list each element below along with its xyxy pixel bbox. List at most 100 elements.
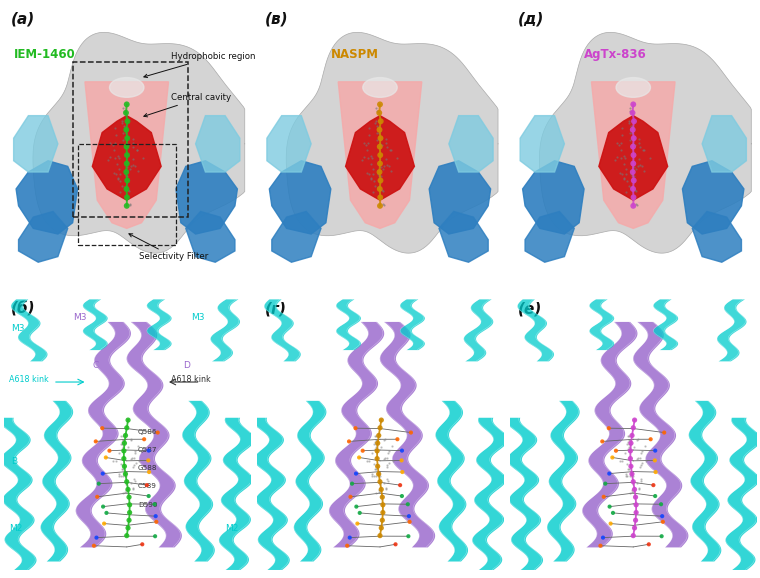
Point (374, 193, 386, 202)
Point (341, 541, 353, 550)
Polygon shape (16, 161, 78, 234)
Polygon shape (185, 212, 235, 262)
Point (603, 502, 616, 511)
Point (365, 174, 377, 183)
Point (124, 201, 136, 210)
Text: C589: C589 (138, 484, 157, 490)
Point (123, 516, 135, 525)
Point (372, 169, 385, 179)
Point (369, 431, 381, 440)
Point (380, 139, 392, 148)
Point (116, 440, 128, 449)
Point (350, 424, 362, 433)
Polygon shape (338, 82, 422, 228)
Point (621, 440, 633, 449)
Point (622, 444, 634, 453)
Point (122, 117, 134, 126)
Point (603, 424, 615, 433)
Point (381, 160, 393, 169)
Point (372, 183, 384, 192)
Point (344, 492, 356, 502)
Point (372, 431, 385, 440)
Point (632, 161, 644, 171)
Point (115, 440, 127, 449)
Point (621, 177, 633, 186)
Point (98, 519, 110, 528)
Point (622, 431, 634, 440)
Point (384, 145, 396, 154)
Point (405, 428, 417, 437)
Point (119, 469, 131, 479)
Point (132, 442, 144, 451)
Point (121, 100, 133, 109)
Point (351, 519, 363, 528)
Point (366, 153, 378, 162)
Point (116, 432, 128, 441)
Point (121, 139, 133, 149)
Point (119, 108, 131, 117)
Point (103, 446, 116, 455)
Point (127, 154, 139, 164)
Point (124, 164, 136, 173)
Point (370, 103, 382, 113)
Polygon shape (591, 82, 675, 228)
Point (97, 424, 109, 433)
Point (619, 449, 631, 458)
Point (633, 483, 645, 492)
Point (119, 169, 131, 179)
Point (363, 130, 375, 139)
Point (627, 100, 639, 109)
Point (656, 532, 668, 541)
Point (620, 187, 632, 197)
Point (369, 437, 381, 446)
Ellipse shape (616, 77, 651, 97)
Point (375, 186, 388, 195)
Point (373, 165, 385, 175)
Point (391, 435, 404, 444)
Point (119, 488, 131, 497)
Point (124, 500, 136, 509)
Point (365, 159, 377, 168)
Point (346, 479, 358, 488)
Point (395, 456, 407, 465)
Point (628, 150, 640, 160)
Point (372, 488, 385, 497)
Point (644, 154, 656, 163)
Point (629, 516, 641, 525)
Point (372, 469, 385, 479)
Point (116, 119, 128, 128)
Polygon shape (267, 116, 311, 172)
Point (615, 138, 627, 147)
Point (127, 462, 139, 471)
Point (118, 446, 130, 455)
Point (88, 541, 100, 550)
Point (633, 139, 645, 148)
Point (649, 446, 661, 455)
Point (620, 169, 632, 179)
Point (350, 469, 362, 478)
Point (372, 106, 385, 115)
Point (381, 453, 393, 462)
Point (381, 462, 393, 471)
Point (369, 116, 382, 125)
Point (597, 533, 609, 542)
Point (614, 456, 626, 465)
Point (631, 479, 643, 488)
Point (374, 201, 386, 210)
Point (120, 184, 132, 194)
Point (376, 516, 388, 525)
Text: B: B (11, 457, 17, 466)
Point (106, 141, 119, 150)
Point (371, 107, 383, 116)
Point (618, 159, 630, 168)
Point (116, 437, 128, 446)
Point (109, 457, 122, 466)
Point (616, 457, 628, 466)
Point (374, 100, 386, 109)
Point (375, 523, 388, 532)
Point (377, 187, 389, 196)
Polygon shape (92, 116, 161, 200)
Point (374, 479, 386, 488)
Point (382, 476, 394, 486)
Point (365, 151, 377, 161)
